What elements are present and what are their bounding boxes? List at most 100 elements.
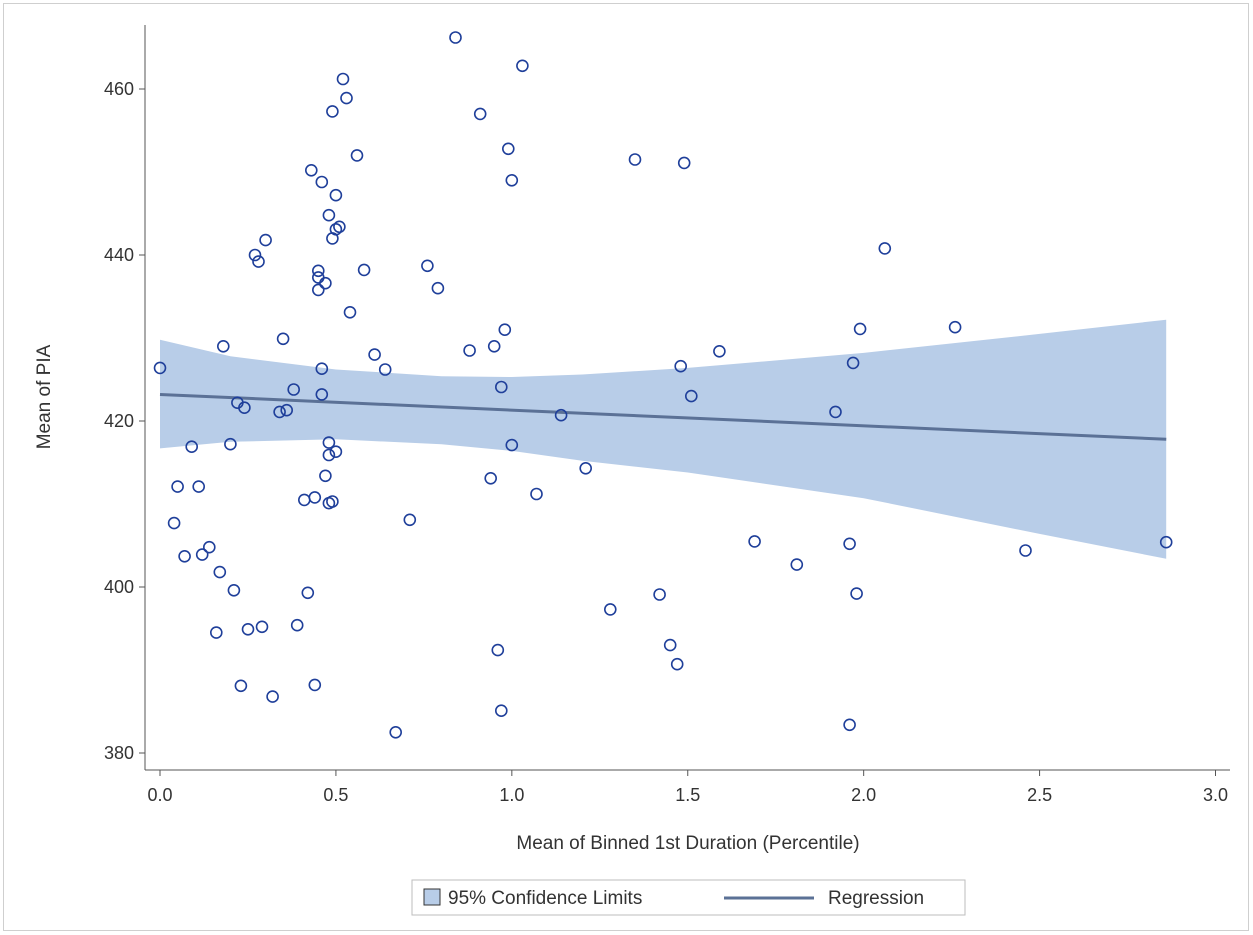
data-point — [603, 603, 617, 616]
data-point — [579, 461, 593, 475]
data-point — [340, 91, 353, 105]
data-point — [748, 535, 761, 548]
x-tick-label: 1.5 — [675, 785, 700, 805]
data-point — [308, 491, 322, 504]
data-point — [153, 361, 167, 375]
data-point — [487, 339, 501, 353]
data-point — [252, 255, 265, 268]
data-point — [329, 188, 343, 202]
data-point — [185, 440, 198, 454]
y-tick-label: 440 — [104, 245, 134, 265]
data-point — [368, 348, 381, 361]
x-tick-label: 0.0 — [147, 785, 172, 805]
data-point — [238, 401, 251, 415]
data-point — [491, 643, 505, 657]
data-point — [326, 105, 339, 118]
data-point — [280, 403, 294, 417]
data-point — [315, 362, 329, 376]
legend-box — [411, 879, 966, 916]
data-point — [403, 513, 417, 527]
data-point — [273, 405, 286, 419]
data-point — [684, 389, 698, 403]
x-tick-label: 1.0 — [499, 785, 524, 805]
data-point — [311, 283, 325, 297]
data-point — [713, 344, 726, 358]
chart-frame — [3, 3, 1249, 931]
legend-band-label: 95% Confidence Limits — [448, 888, 642, 909]
data-point — [421, 259, 434, 273]
data-point — [494, 380, 508, 394]
y-tick-label: 420 — [104, 411, 134, 431]
data-point — [255, 620, 269, 634]
data-point — [322, 448, 336, 462]
data-point — [192, 480, 205, 493]
data-point — [266, 690, 279, 703]
confidence-band-layer — [160, 319, 1167, 559]
data-point — [227, 583, 241, 597]
data-point — [501, 142, 515, 156]
data-point — [315, 388, 329, 401]
data-point — [322, 208, 336, 222]
data-point — [677, 156, 691, 170]
data-point — [217, 339, 230, 353]
data-point — [1019, 544, 1032, 557]
data-point — [276, 332, 290, 346]
data-point — [378, 363, 392, 376]
data-point — [178, 549, 191, 563]
data-point — [948, 320, 962, 334]
y-tick-label: 400 — [104, 577, 134, 597]
data-point — [319, 469, 332, 483]
x-tick-label: 0.5 — [323, 785, 348, 805]
data-point — [878, 242, 892, 255]
y-tick-label: 460 — [104, 79, 134, 99]
data-point — [1159, 535, 1173, 549]
data-point — [530, 487, 543, 501]
regression-line-layer — [159, 392, 1167, 441]
regression-line — [159, 392, 1167, 441]
legend-band-swatch — [423, 888, 441, 906]
data-point — [516, 59, 529, 73]
data-point — [389, 725, 403, 739]
data-point — [234, 679, 248, 693]
data-point — [484, 471, 498, 485]
data-point — [287, 383, 301, 396]
data-point — [326, 232, 339, 245]
data-point — [171, 480, 184, 493]
data-point — [449, 31, 462, 44]
data-point — [167, 516, 181, 530]
data-point — [308, 678, 322, 692]
data-point — [653, 588, 666, 601]
data-point — [259, 233, 272, 247]
data-point — [505, 174, 519, 187]
points-layer — [153, 31, 1173, 739]
data-point — [241, 622, 255, 636]
data-point — [333, 220, 346, 234]
y-axis-title: Mean of PIA — [34, 344, 55, 449]
data-point — [463, 344, 476, 357]
data-point — [336, 72, 350, 86]
data-point — [322, 436, 336, 449]
data-point — [343, 305, 357, 319]
y-tick-label: 380 — [104, 743, 134, 763]
confidence-band — [160, 319, 1167, 559]
data-point — [554, 408, 568, 422]
legend-line-label: Regression — [828, 888, 924, 909]
data-point — [628, 153, 642, 166]
data-point — [213, 565, 227, 579]
data-point — [350, 149, 364, 162]
data-point — [829, 405, 842, 419]
data-point — [203, 540, 216, 554]
data-point — [674, 359, 688, 373]
data-point — [311, 264, 325, 278]
data-point — [315, 175, 329, 189]
data-point — [319, 276, 332, 290]
data-point — [195, 548, 209, 561]
x-tick-label: 2.0 — [851, 785, 876, 805]
data-point — [853, 322, 867, 336]
data-point — [431, 281, 445, 295]
data-point — [297, 493, 311, 507]
data-point — [663, 638, 677, 652]
data-point — [494, 704, 508, 718]
data-point — [290, 618, 304, 632]
